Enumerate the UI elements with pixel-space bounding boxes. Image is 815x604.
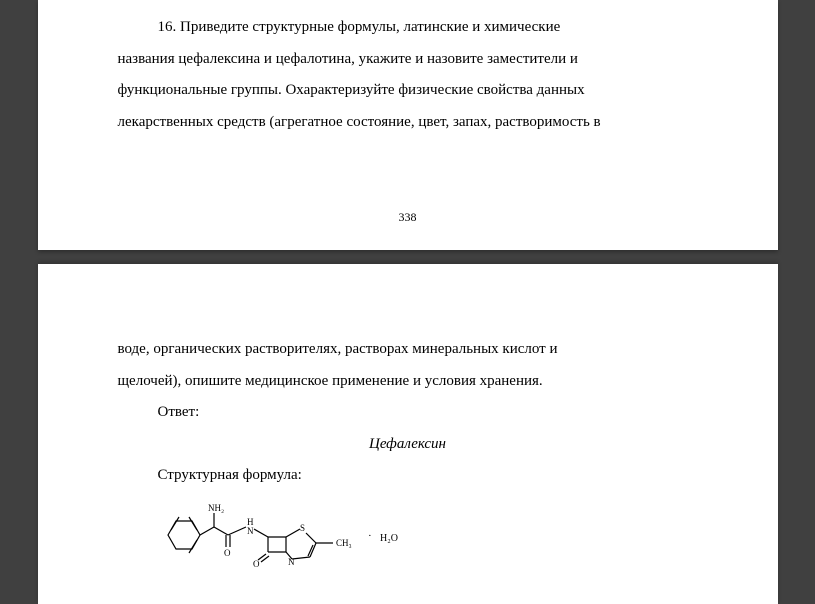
nh2-label: NH₂ (208, 503, 224, 513)
n-label: N (247, 526, 254, 536)
s-label: S (300, 523, 305, 533)
document-page-bottom: воде, органических растворителях, раство… (38, 264, 778, 604)
h2o-label: H₂O (380, 533, 398, 544)
answer-label: Ответ: (118, 397, 698, 429)
page-number: 338 (38, 210, 778, 225)
question-line-2: названия цефалексина и цефалотина, укажи… (118, 44, 698, 76)
question-line-1: 16. Приведите структурные формулы, латин… (118, 0, 698, 44)
n-label-2: N (288, 557, 295, 567)
chemical-structure-diagram: NH₂ H N O O S N CH₃ · H₂O (158, 497, 698, 567)
compound-name: Цефалексин (118, 429, 698, 461)
formula-label: Структурная формула: (118, 460, 698, 492)
question-line-4: лекарственных средств (агрегатное состоя… (118, 107, 698, 139)
o-label-1: O (224, 548, 231, 558)
document-page-top: 16. Приведите структурные формулы, латин… (38, 0, 778, 250)
dot-label: · (368, 530, 372, 542)
ch3-label: CH₃ (336, 538, 352, 548)
continuation-line-1: воде, органических растворителях, раство… (118, 334, 698, 366)
continuation-line-2: щелочей), опишите медицинское применение… (118, 366, 698, 398)
o-label-2: O (253, 559, 260, 567)
question-line-3: функциональные группы. Охарактеризуйте ф… (118, 75, 698, 107)
